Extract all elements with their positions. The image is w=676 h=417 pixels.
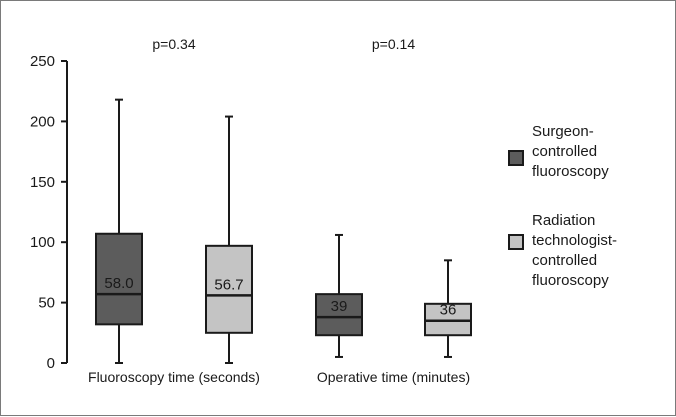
y-tick-label: 200	[30, 113, 55, 130]
y-tick-label: 0	[47, 355, 55, 372]
boxes	[95, 98, 472, 364]
group-label: Operative time (minutes)	[317, 369, 470, 385]
legend-label: Surgeon-	[532, 123, 594, 140]
legend-label: controlled	[532, 252, 597, 269]
median-label: 56.7	[214, 276, 243, 293]
box	[205, 244, 253, 334]
y-tick-label: 250	[30, 53, 55, 70]
axes: 0 50 100 150 200 250	[30, 53, 68, 372]
box	[315, 293, 363, 337]
y-tick-label: 150	[30, 174, 55, 191]
box	[95, 232, 143, 326]
legend-label: fluoroscopy	[532, 163, 609, 180]
median-label: 58.0	[104, 275, 133, 292]
legend-label: fluoroscopy	[532, 272, 609, 289]
p-value-label: p=0.14	[372, 36, 415, 52]
y-tick-label: 50	[38, 295, 55, 312]
legend: Surgeon-controlled fluoroscopy Radiation te…	[508, 123, 617, 289]
legend-swatch	[508, 150, 524, 166]
legend-label: controlled	[532, 143, 597, 160]
labels: 58.0 56.7 Fluoroscopy time (seconds) p=0.34…	[88, 36, 470, 385]
median-label: 36	[440, 302, 457, 319]
legend-label: technologist-	[532, 232, 617, 249]
p-value-label: p=0.34	[152, 36, 195, 52]
group-label: Fluoroscopy time (seconds)	[88, 369, 260, 385]
y-tick-label: 100	[30, 234, 55, 251]
legend-label: Radiation	[532, 212, 595, 229]
median-label: 39	[331, 298, 348, 315]
legend-swatch	[508, 234, 524, 250]
